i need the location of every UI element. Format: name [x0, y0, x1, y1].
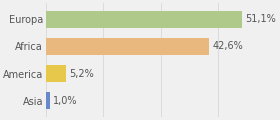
Text: 42,6%: 42,6% [212, 41, 243, 51]
Bar [46, 65, 66, 82]
Text: 5,2%: 5,2% [69, 69, 94, 79]
Bar [46, 38, 209, 55]
Bar [46, 11, 242, 28]
Text: 1,0%: 1,0% [53, 96, 77, 106]
Text: 51,1%: 51,1% [245, 14, 276, 24]
Bar [46, 92, 50, 109]
